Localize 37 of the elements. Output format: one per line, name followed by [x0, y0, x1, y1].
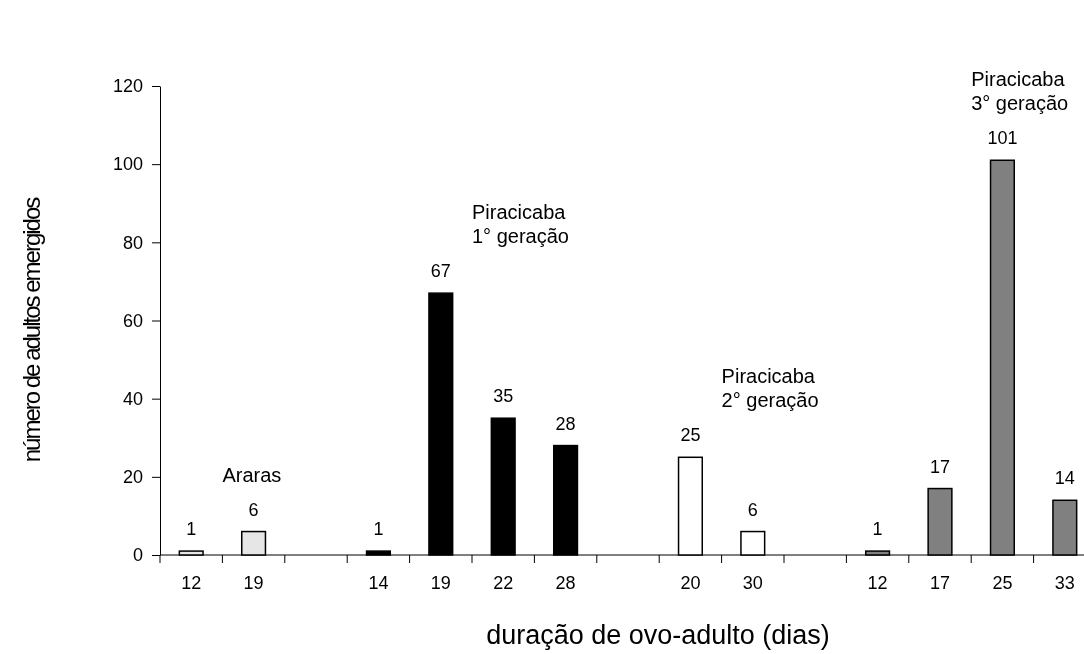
y-tick-label: 60 [122, 310, 143, 331]
x-tick-label: 19 [243, 573, 264, 593]
y-tick-label: 20 [122, 467, 143, 488]
x-tick-label: 33 [1054, 573, 1075, 593]
data-label: 35 [493, 386, 514, 407]
x-tick-label: 12 [867, 573, 888, 593]
x-tick-label: 12 [181, 573, 202, 593]
data-label: 67 [430, 261, 451, 282]
text: Araras [222, 463, 282, 486]
x-tick-label: 22 [493, 573, 514, 593]
data-label: 101 [987, 128, 1018, 149]
x-axis-title: duração de ovo-adulto (dias) [486, 620, 830, 650]
data-label: 28 [555, 413, 576, 434]
y-tick-label: 80 [122, 232, 143, 253]
y-tick-label: 40 [122, 388, 143, 409]
x-tick-label: 19 [430, 573, 451, 593]
text: Piracicaba 1° geração [472, 201, 569, 248]
x-tick-label: 28 [555, 573, 576, 593]
y-tick-label: 100 [112, 154, 143, 175]
y-axis-title: número de adultos emergidos [18, 196, 45, 463]
data-label: 6 [747, 499, 758, 520]
x-tick-label: 25 [992, 573, 1013, 593]
text: Piracicaba 3° geração [971, 68, 1069, 115]
data-label: 1 [373, 519, 384, 540]
data-label: 14 [1054, 468, 1075, 489]
x-tick-label: 14 [368, 573, 389, 593]
text: Piracicaba 2° geração [721, 365, 819, 412]
data-label: 1 [186, 519, 197, 540]
y-tick-label: 0 [132, 545, 143, 566]
x-tick-label: 20 [680, 573, 701, 593]
data-label: 17 [929, 456, 951, 477]
data-label: 1 [872, 519, 883, 540]
y-tick-label: 120 [112, 76, 143, 97]
data-label: 25 [680, 425, 701, 446]
x-tick-label: 17 [929, 573, 951, 593]
data-label: 6 [248, 499, 259, 520]
x-tick-label: 30 [742, 573, 763, 593]
